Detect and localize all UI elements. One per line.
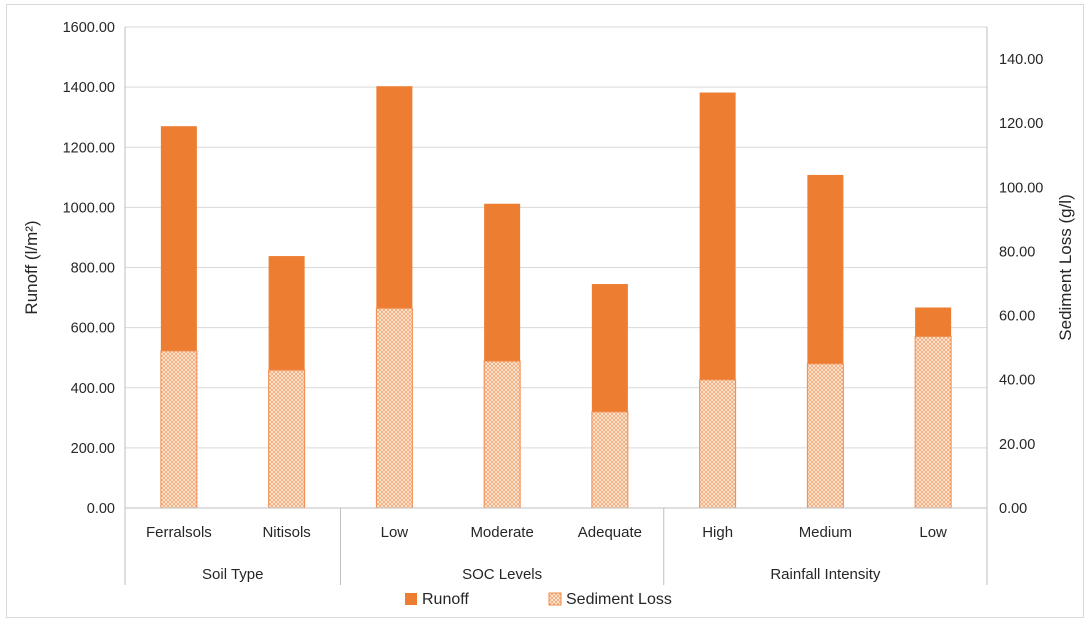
axes — [124, 27, 988, 585]
x-tick-label: High — [702, 524, 733, 541]
y2-tick-label: 40.00 — [999, 373, 1035, 389]
bars — [160, 86, 952, 509]
y-tick-label: 0.00 — [87, 501, 115, 517]
gridlines — [125, 26, 987, 449]
y-tick-label: 800.00 — [71, 261, 115, 277]
x-tick-label: Medium — [799, 524, 852, 541]
legend-swatch-sediment-loss — [548, 592, 562, 606]
y-tick-label: 1600.00 — [63, 20, 115, 36]
group-label: Soil Type — [202, 566, 263, 583]
sediment-loss-bar — [699, 379, 737, 509]
sediment-loss-bar — [268, 369, 306, 509]
x-tick-label: Low — [919, 524, 947, 541]
x-tick-label: Moderate — [470, 524, 533, 541]
x-tick-label: Nitisols — [262, 524, 310, 541]
sediment-loss-bar — [806, 363, 844, 509]
labels: 0.00 200.00 400.00 600.00 800.00 1000.00 1200.… — [22, 20, 1075, 583]
y2-tick-label: 100.00 — [999, 180, 1043, 196]
sediment-loss-bar — [914, 335, 952, 509]
sediment-loss-bar — [160, 350, 198, 509]
y-tick-label: 200.00 — [71, 441, 115, 457]
legend-swatch-runoff — [405, 593, 417, 605]
y2-tick-label: 20.00 — [999, 437, 1035, 453]
y-tick-label: 1000.00 — [63, 200, 115, 216]
y2-tick-label: 80.00 — [999, 244, 1035, 260]
y-tick-label: 400.00 — [71, 381, 115, 397]
y2-tick-label: 120.00 — [999, 116, 1043, 132]
group-label: Rainfall Intensity — [770, 566, 881, 583]
y2-tick-label: 0.00 — [999, 501, 1027, 517]
sediment-loss-bar — [591, 411, 629, 509]
y2-tick-label: 140.00 — [999, 52, 1043, 68]
y-tick-label: 600.00 — [71, 321, 115, 337]
y-tick-label: 1200.00 — [63, 140, 115, 156]
legend: Runoff Sediment Loss — [405, 591, 672, 608]
chart-frame: 0.00 200.00 400.00 600.00 800.00 1000.00 1200.… — [6, 4, 1084, 618]
y2-axis-title: Sediment Loss (g/l) — [1056, 194, 1075, 340]
legend-label-runoff: Runoff — [422, 591, 469, 608]
sediment-loss-bar — [375, 307, 413, 509]
y-axis-title: Runoff (l/m²) — [22, 220, 41, 314]
y-tick-label: 1400.00 — [63, 80, 115, 96]
x-tick-label: Ferralsols — [146, 524, 212, 541]
bar-chart: 0.00 200.00 400.00 600.00 800.00 1000.00 1200.… — [22, 20, 1075, 608]
x-tick-label: Adequate — [578, 524, 642, 541]
sediment-loss-bar — [483, 360, 521, 509]
x-tick-label: Low — [381, 524, 409, 541]
legend-label-sediment-loss: Sediment Loss — [566, 591, 672, 608]
group-label: SOC Levels — [462, 566, 542, 583]
y2-tick-label: 60.00 — [999, 309, 1035, 325]
